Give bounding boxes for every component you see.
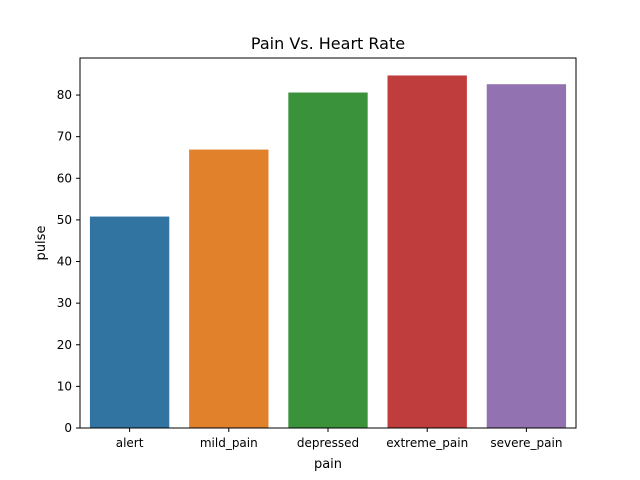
y-tick-label: 80 (57, 88, 72, 102)
y-tick-label: 70 (57, 130, 72, 144)
x-tick-label: extreme_pain (386, 436, 468, 450)
y-axis-label: pulse (34, 226, 49, 261)
bars-group (89, 75, 567, 429)
y-axis: 0 10 20 30 40 50 60 70 80 (57, 88, 80, 435)
chart-title: Pain Vs. Heart Rate (251, 34, 405, 53)
y-tick-label: 50 (57, 213, 72, 227)
x-tick-label: mild_pain (200, 436, 258, 450)
x-axis-label: pain (314, 457, 342, 472)
y-tick-label: 10 (57, 379, 72, 393)
y-tick-label: 40 (57, 255, 72, 269)
y-tick-label: 60 (57, 171, 72, 185)
bar-mild-pain (189, 149, 269, 429)
x-tick-label: depressed (297, 436, 359, 450)
plot-frame (79, 57, 577, 429)
x-tick-label: alert (116, 436, 144, 450)
y-tick-label: 30 (57, 296, 72, 310)
bar-extreme-pain (387, 75, 467, 428)
x-tick-label: severe_pain (490, 436, 562, 450)
bar-alert (89, 216, 170, 428)
bar-severe-pain (486, 84, 567, 429)
y-tick-label: 20 (57, 338, 72, 352)
x-axis: alert mild_pain depressed extreme_pain sever… (116, 428, 562, 450)
bar-depressed (288, 92, 368, 428)
y-tick-label: 0 (64, 421, 72, 435)
